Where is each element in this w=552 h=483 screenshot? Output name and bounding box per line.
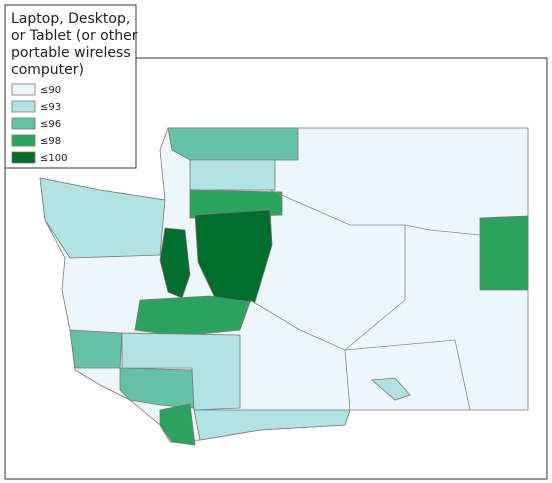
legend-label: ≤93	[40, 102, 61, 113]
county	[39, 177, 166, 259]
legend-title-line: portable wireless	[11, 45, 131, 61]
legend-swatch	[11, 83, 36, 96]
county	[167, 127, 299, 161]
legend-swatch	[11, 134, 36, 147]
county	[193, 409, 351, 441]
legend-label: ≤98	[40, 136, 61, 147]
legend: Laptop, Desktop,or Tablet (or otherporta…	[4, 4, 138, 169]
county	[134, 295, 251, 337]
county	[69, 329, 123, 369]
legend-swatch	[11, 100, 36, 113]
legend-label: ≤96	[40, 119, 61, 130]
legend-title-line: Laptop, Desktop,	[11, 11, 130, 27]
legend-title-line: or Tablet (or other	[11, 28, 138, 44]
legend-label: ≤90	[40, 85, 61, 96]
legend-swatch	[11, 117, 36, 130]
legend-swatch	[11, 151, 36, 164]
legend-title-line: computer)	[11, 62, 84, 78]
county-border	[344, 225, 406, 351]
county	[194, 209, 273, 303]
county	[189, 159, 276, 191]
county	[159, 403, 196, 446]
legend-label: ≤100	[40, 153, 67, 164]
county	[479, 215, 529, 291]
legend-title: Laptop, Desktop,or Tablet (or otherporta…	[11, 11, 138, 78]
map	[39, 127, 529, 446]
county-border	[249, 299, 351, 411]
county-border	[344, 339, 471, 411]
county	[371, 377, 411, 401]
legend-items: ≤90 ≤93 ≤96 ≤98 ≤100	[11, 83, 67, 164]
